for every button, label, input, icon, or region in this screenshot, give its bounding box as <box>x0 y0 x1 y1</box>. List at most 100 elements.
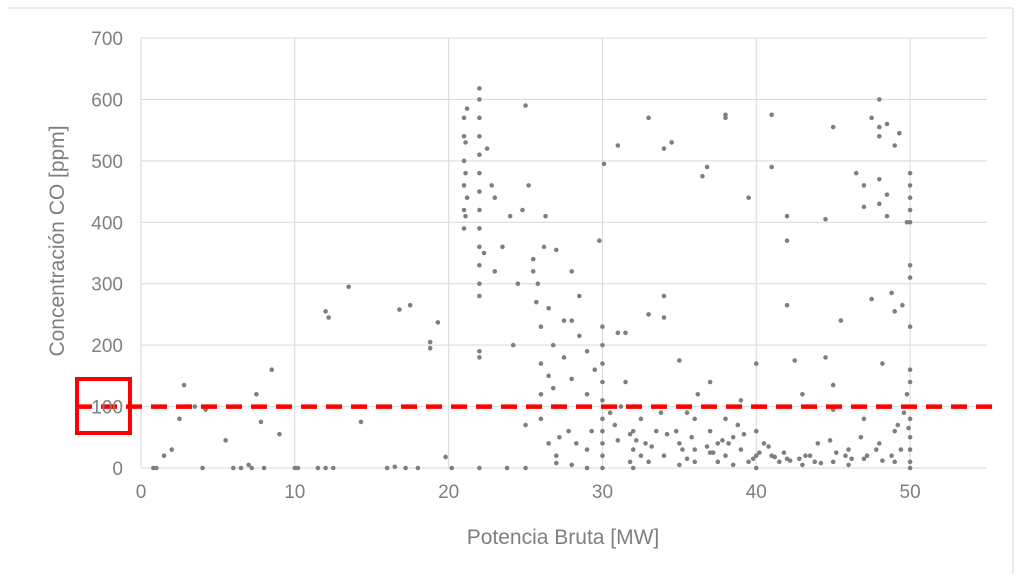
data-point <box>784 238 790 244</box>
data-point <box>315 465 321 471</box>
data-point <box>707 379 713 385</box>
data-point <box>407 302 413 308</box>
data-point <box>615 143 621 148</box>
data-point <box>592 367 598 373</box>
data-point <box>630 447 636 452</box>
data-point <box>646 115 651 121</box>
data-point <box>323 465 328 471</box>
data-point <box>695 391 701 397</box>
data-point <box>464 106 470 111</box>
data-point <box>880 458 885 463</box>
data-point <box>346 284 351 290</box>
data-point <box>784 302 790 308</box>
data-point <box>477 348 482 354</box>
data-point <box>800 391 805 397</box>
data-point <box>397 307 402 312</box>
data-point <box>554 453 559 459</box>
data-point <box>677 358 682 363</box>
data-points <box>151 86 913 471</box>
data-point <box>523 422 528 428</box>
data-point <box>461 226 467 231</box>
data-point <box>246 462 251 468</box>
data-point <box>554 247 559 253</box>
data-point <box>884 213 890 219</box>
data-point <box>849 456 854 462</box>
data-point <box>161 453 167 459</box>
data-point <box>907 465 913 471</box>
data-point <box>769 164 774 170</box>
data-point <box>612 422 618 428</box>
data-point <box>546 305 551 311</box>
data-point <box>358 419 364 425</box>
data-point <box>177 416 182 422</box>
data-point <box>538 361 544 366</box>
data-point <box>403 465 408 471</box>
data-point <box>877 441 882 446</box>
data-point <box>877 97 882 102</box>
data-point <box>877 124 882 130</box>
data-point <box>723 453 728 459</box>
data-point <box>846 447 851 452</box>
data-point <box>766 444 771 449</box>
data-point <box>803 453 808 459</box>
data-point <box>715 459 721 465</box>
gridlines <box>140 37 987 469</box>
data-point <box>477 465 482 471</box>
data-point <box>546 441 551 446</box>
data-point <box>830 124 836 130</box>
data-point <box>504 465 510 471</box>
data-point <box>323 309 328 314</box>
data-point <box>534 299 539 305</box>
data-point <box>738 447 744 452</box>
data-point <box>600 453 605 459</box>
data-point <box>869 296 874 302</box>
data-point <box>772 454 778 460</box>
data-point <box>238 465 244 471</box>
data-point <box>600 416 605 422</box>
data-point <box>535 281 541 287</box>
data-point <box>277 431 282 437</box>
data-point <box>907 434 913 440</box>
data-point <box>541 244 547 250</box>
data-point <box>730 462 736 468</box>
data-point <box>601 161 607 167</box>
data-point <box>753 361 759 366</box>
data-point <box>792 358 798 363</box>
data-point <box>892 143 898 148</box>
data-point <box>427 339 433 345</box>
data-point <box>861 183 867 188</box>
data-point <box>600 361 605 366</box>
data-point <box>907 459 913 465</box>
data-point <box>750 456 756 462</box>
data-point <box>169 447 175 452</box>
data-point <box>477 281 482 287</box>
data-point <box>550 385 556 391</box>
data-point <box>907 416 913 422</box>
data-point <box>901 410 907 416</box>
data-point <box>600 398 605 403</box>
data-point <box>584 447 590 452</box>
data-point <box>481 250 487 256</box>
data-point <box>649 444 654 449</box>
data-point <box>738 398 744 403</box>
data-point <box>907 324 913 330</box>
data-point <box>477 170 482 176</box>
data-point <box>873 447 879 452</box>
data-point <box>907 262 913 268</box>
data-point <box>907 207 913 213</box>
data-point <box>600 441 605 446</box>
data-point <box>815 441 821 446</box>
data-point <box>907 183 913 188</box>
data-point <box>658 410 664 416</box>
data-point <box>723 416 728 422</box>
data-point <box>463 213 468 219</box>
data-point <box>566 428 571 434</box>
x-tick-label: 50 <box>900 482 921 503</box>
data-point <box>889 290 894 296</box>
data-point <box>492 195 498 201</box>
data-point <box>833 450 839 455</box>
data-point <box>461 207 467 213</box>
data-point <box>569 269 574 274</box>
data-point <box>200 465 205 471</box>
